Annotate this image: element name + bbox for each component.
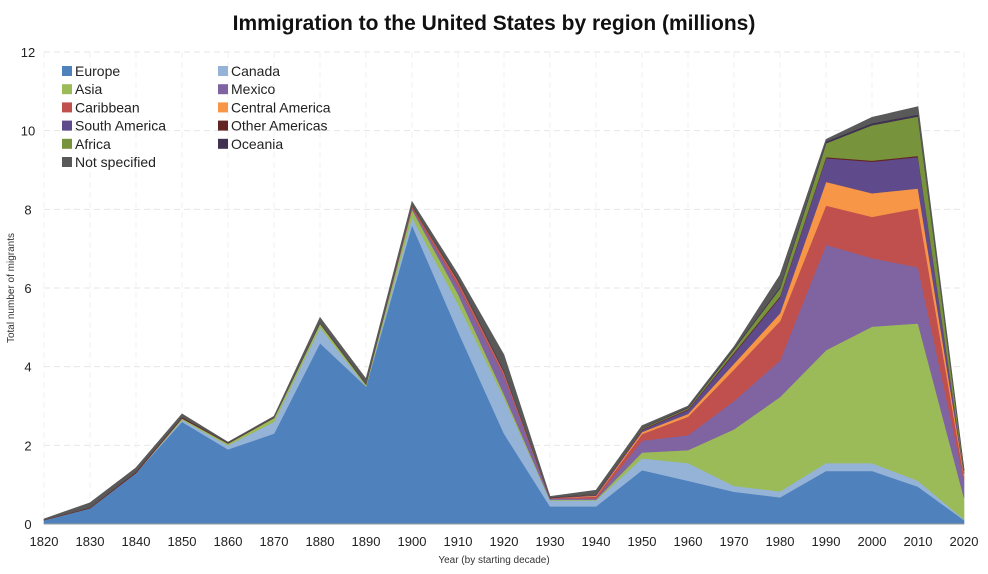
x-tick-label: 1980 — [766, 534, 795, 549]
legend-swatch — [218, 138, 228, 149]
y-tick-label: 2 — [24, 438, 31, 453]
x-tick-label: 2010 — [904, 534, 933, 549]
legend-label: Not specified — [75, 154, 156, 170]
legend-swatch — [218, 102, 228, 113]
legend-swatch — [62, 157, 72, 167]
x-tick-label: 1960 — [674, 534, 703, 549]
legend-swatch — [218, 84, 228, 95]
y-tick-label: 10 — [21, 124, 35, 139]
legend-swatch — [218, 120, 228, 131]
y-tick-label: 12 — [21, 45, 35, 60]
x-tick-label: 1990 — [812, 534, 841, 549]
x-tick-label: 1910 — [444, 534, 473, 549]
x-tick-label: 1920 — [490, 534, 519, 549]
legend-label: Canada — [231, 63, 280, 79]
legend: Europe Canada Asia Mexico Caribbean Central A… — [62, 63, 331, 170]
x-tick-label: 1900 — [398, 534, 427, 549]
y-tick-label: 4 — [24, 360, 31, 375]
x-tick-label: 1830 — [76, 534, 105, 549]
y-tick-label: 8 — [24, 202, 31, 217]
x-tick-label: 2000 — [858, 534, 887, 549]
x-tick-label: 1940 — [582, 534, 611, 549]
chart-title: Immigration to the United States by regi… — [233, 12, 756, 35]
x-tick-label: 1840 — [122, 534, 151, 549]
legend-swatch — [218, 66, 228, 76]
legend-label: Asia — [75, 81, 102, 97]
y-axis-label: Total number of migrants — [6, 233, 17, 343]
legend-swatch — [62, 84, 72, 95]
legend-swatch — [62, 138, 72, 149]
legend-label: Mexico — [231, 81, 276, 97]
x-tick-label: 1950 — [628, 534, 657, 549]
area-not-specified — [43, 106, 965, 521]
x-tick-label: 1850 — [168, 534, 197, 549]
y-tick-label: 0 — [24, 517, 31, 532]
x-tick-label: 2020 — [950, 534, 979, 549]
legend-swatch — [62, 102, 72, 113]
legend-label: Central America — [231, 99, 331, 115]
x-tick-label: 1890 — [352, 534, 381, 549]
legend-label: Africa — [75, 136, 111, 152]
x-tick-label: 1870 — [260, 534, 289, 549]
legend-label: Other Americas — [231, 118, 327, 134]
legend-swatch — [62, 120, 72, 131]
x-tick-label: 1820 — [30, 534, 59, 549]
x-axis-label: Year (by starting decade) — [438, 555, 549, 566]
legend-label: Caribbean — [75, 99, 140, 115]
legend-label: Europe — [75, 63, 120, 79]
legend-swatch — [62, 66, 72, 76]
y-tick-label: 6 — [24, 281, 31, 296]
legend-label: Oceania — [231, 136, 283, 152]
x-tick-label: 1930 — [536, 534, 565, 549]
x-tick-label: 1860 — [214, 534, 243, 549]
legend-label: South America — [75, 118, 166, 134]
x-tick-label: 1880 — [306, 534, 335, 549]
x-tick-label: 1970 — [720, 534, 749, 549]
